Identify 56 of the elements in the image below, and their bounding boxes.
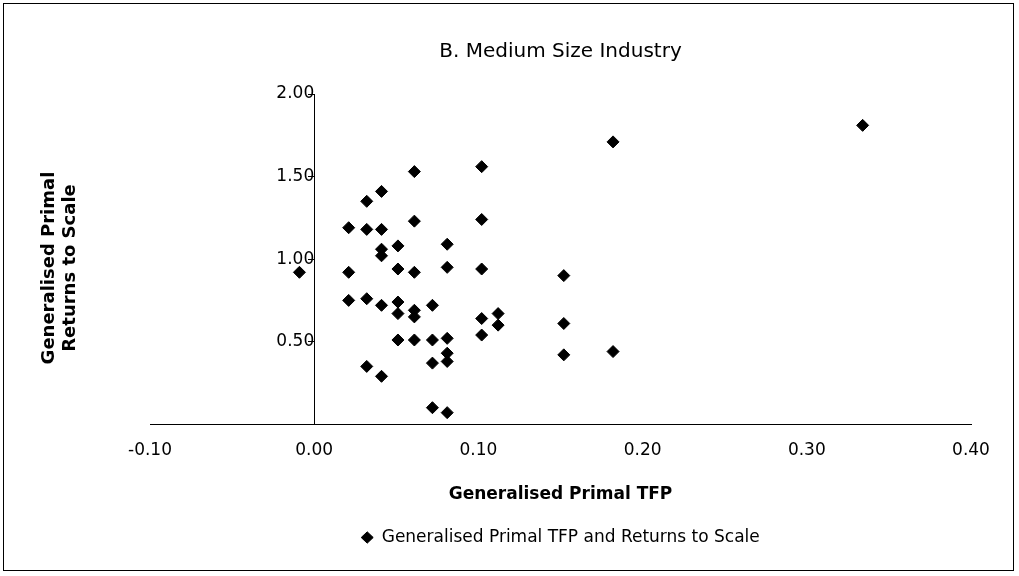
point xyxy=(391,295,405,309)
point xyxy=(391,262,405,276)
y-tick-label: 0.50 xyxy=(276,330,315,351)
point xyxy=(375,184,389,198)
point xyxy=(475,212,489,226)
point xyxy=(360,222,374,236)
point xyxy=(407,214,421,228)
point xyxy=(375,222,389,236)
x-tick-label: 0.40 xyxy=(952,438,990,459)
y-tick-label: 2.00 xyxy=(276,82,315,103)
point xyxy=(391,239,405,253)
point xyxy=(856,118,870,132)
x-tick-label: 0.00 xyxy=(295,438,334,459)
x-tick-label: 0.30 xyxy=(787,438,826,459)
point xyxy=(391,333,405,347)
point xyxy=(360,194,374,208)
point xyxy=(440,237,454,251)
point xyxy=(475,312,489,326)
point xyxy=(360,292,374,306)
point xyxy=(440,260,454,274)
point xyxy=(475,160,489,174)
point xyxy=(407,165,421,179)
point xyxy=(407,265,421,279)
point xyxy=(425,356,439,370)
point xyxy=(557,348,571,362)
point xyxy=(557,269,571,283)
point xyxy=(360,359,374,373)
x-axis-title: Generalised Primal TFP xyxy=(448,483,673,504)
point xyxy=(491,307,505,321)
point xyxy=(440,331,454,345)
point xyxy=(375,369,389,383)
point xyxy=(342,221,356,235)
point xyxy=(475,328,489,342)
x-tick-label: 0.20 xyxy=(623,438,662,459)
point xyxy=(491,318,505,332)
point xyxy=(391,307,405,321)
x-tick-label: 0.10 xyxy=(459,438,498,459)
legend-label: Generalised Primal TFP and Returns to Scale xyxy=(381,525,760,546)
point xyxy=(342,293,356,307)
point xyxy=(475,262,489,276)
y-tick-label: 1.50 xyxy=(276,164,315,185)
point xyxy=(440,406,454,420)
point xyxy=(425,298,439,312)
chart-title: B. Medium Size Industry xyxy=(439,38,682,63)
point xyxy=(407,333,421,347)
x-tick-label: -0.10 xyxy=(128,438,172,459)
point xyxy=(342,265,356,279)
point xyxy=(425,401,439,415)
point xyxy=(606,135,620,149)
point xyxy=(292,265,306,279)
point xyxy=(606,345,620,359)
y-axis-title: Generalised Primal Returns to Scale xyxy=(37,170,79,367)
y-tick-label: 1.00 xyxy=(276,247,315,268)
point xyxy=(557,316,571,330)
point xyxy=(425,333,439,347)
point xyxy=(375,298,389,312)
